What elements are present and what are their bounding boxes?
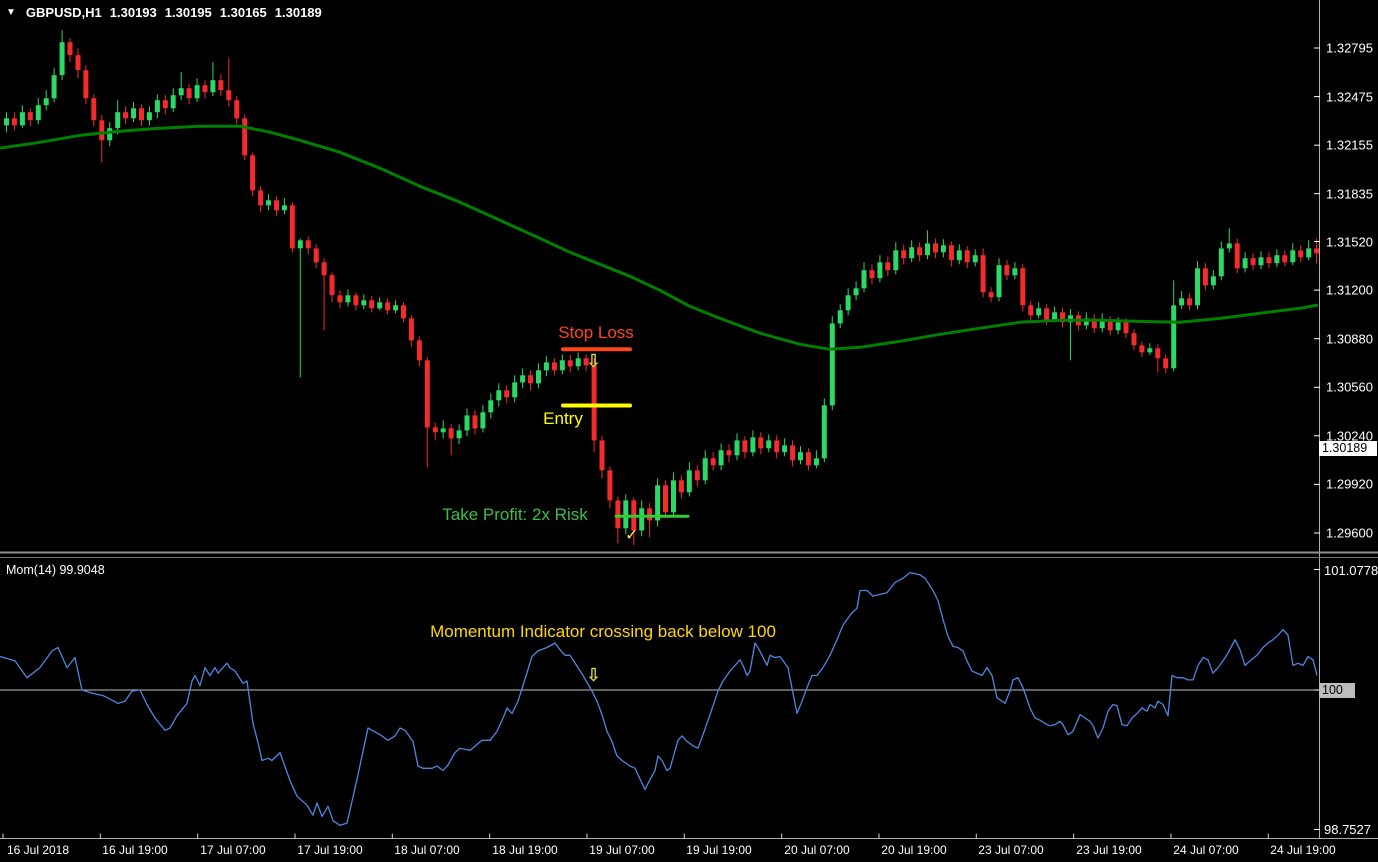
price-axis-label: 1.29600	[1326, 525, 1373, 541]
chart-collapse-icon[interactable]: ▼	[6, 7, 16, 18]
price-axis-label: 1.31835	[1326, 186, 1373, 202]
price-axis-label: 1.30240	[1326, 428, 1373, 444]
momentum-axis-max-label: 101.0778	[1324, 563, 1378, 578]
axis-ticks	[2, 47, 1320, 839]
time-axis-label: 18 Jul 19:00	[492, 843, 558, 857]
momentum-line	[0, 571, 1318, 826]
sell-arrow-icon: ⇩	[586, 351, 602, 371]
momentum-axis-min-label: 98.7527	[1324, 822, 1371, 837]
time-axis-label: 17 Jul 19:00	[297, 843, 363, 857]
time-axis-label: 19 Jul 19:00	[686, 843, 752, 857]
price-axis-label: 1.29920	[1326, 476, 1373, 492]
chart-title: ▼ GBPUSD,H1 1.30193 1.30195 1.30165 1.30…	[6, 5, 322, 20]
time-axis-label: 23 Jul 07:00	[978, 843, 1044, 857]
price-axis-label: 1.30880	[1326, 331, 1373, 347]
momentum-note-label: Momentum Indicator crossing back below 1…	[430, 622, 776, 641]
price-axis-label: 1.32795	[1326, 40, 1373, 56]
current-price-badge: 1.30189	[1319, 441, 1377, 456]
entry-label[interactable]: Entry	[543, 409, 583, 428]
time-axis-label: 24 Jul 19:00	[1270, 843, 1336, 857]
high-value: 1.30195	[164, 5, 212, 20]
time-axis-label: 18 Jul 07:00	[394, 843, 460, 857]
momentum-level-badge: 100	[1319, 683, 1355, 698]
open-value: 1.30193	[109, 5, 157, 20]
time-axis-label: 24 Jul 07:00	[1173, 843, 1239, 857]
symbol-period-label: GBPUSD,H1	[25, 5, 102, 20]
take-profit-check-icon: ✓	[625, 527, 639, 544]
time-axis-label: 20 Jul 19:00	[881, 843, 947, 857]
price-axis-label: 1.32475	[1326, 89, 1373, 105]
price-axis-label: 1.32155	[1326, 137, 1373, 153]
time-axis-label: 16 Jul 2018	[6, 843, 70, 857]
time-axis-label: 16 Jul 19:00	[102, 843, 168, 857]
time-axis-label: 20 Jul 07:00	[784, 843, 850, 857]
price-axis-label: 1.30560	[1326, 379, 1373, 395]
low-value: 1.30165	[219, 5, 267, 20]
candle-series	[4, 30, 1320, 546]
stop-loss-label[interactable]: Stop Loss	[558, 323, 634, 342]
time-axis-label: 19 Jul 07:00	[589, 843, 655, 857]
momentum-cross-arrow-icon: ⇩	[586, 665, 602, 685]
moving-average-line	[0, 124, 1319, 351]
indicator-name-label: Mom(14) 99.9048	[6, 563, 105, 577]
price-axis-label: 1.31200	[1326, 282, 1373, 298]
close-value: 1.30189	[274, 5, 322, 20]
price-axis-label: 1.31520	[1326, 234, 1373, 249]
time-axis-label: 17 Jul 07:00	[200, 843, 266, 857]
time-axis-label: 23 Jul 19:00	[1076, 843, 1142, 857]
take-profit-label[interactable]: Take Profit: 2x Risk	[442, 505, 588, 524]
